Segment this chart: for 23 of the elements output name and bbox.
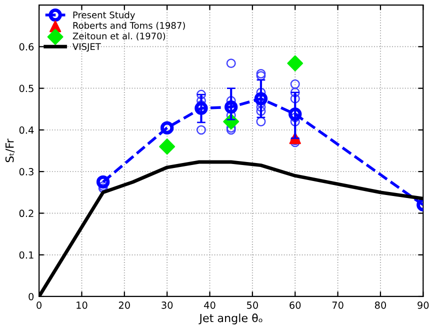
y-tick-label: 0 bbox=[28, 292, 34, 300]
x-tick-label: 0 bbox=[36, 302, 42, 309]
x-tick-label: 80 bbox=[374, 302, 386, 309]
y-tick-label: 0.4 bbox=[19, 126, 34, 134]
x-tick-label: 70 bbox=[332, 302, 344, 309]
legend-label: Present Study bbox=[73, 11, 135, 20]
x-axis-title: Jet angle θₒ bbox=[198, 314, 262, 324]
legend-label: Zeitoun et al. (1970) bbox=[72, 32, 166, 40]
legend-label: Roberts and Toms (1987) bbox=[73, 22, 185, 30]
legend-label: VISJET bbox=[72, 43, 101, 52]
y-tick-label: 0.5 bbox=[19, 84, 34, 92]
y-tick-label: 0.6 bbox=[19, 43, 34, 50]
x-tick-label: 50 bbox=[247, 302, 258, 309]
x-tick-label: 40 bbox=[204, 302, 216, 309]
y-tick-label: 0.1 bbox=[19, 251, 34, 259]
x-tick-label: 30 bbox=[162, 302, 173, 309]
y-axis-title: Sₜ/Fr bbox=[5, 138, 15, 162]
x-tick-label: 90 bbox=[418, 302, 429, 309]
x-tick-label: 10 bbox=[76, 302, 88, 309]
y-tick-label: 0.3 bbox=[19, 168, 34, 176]
x-tick-label: 60 bbox=[290, 302, 301, 309]
y-tick-label: 0.2 bbox=[19, 210, 34, 218]
x-tick-label: 20 bbox=[118, 302, 130, 309]
